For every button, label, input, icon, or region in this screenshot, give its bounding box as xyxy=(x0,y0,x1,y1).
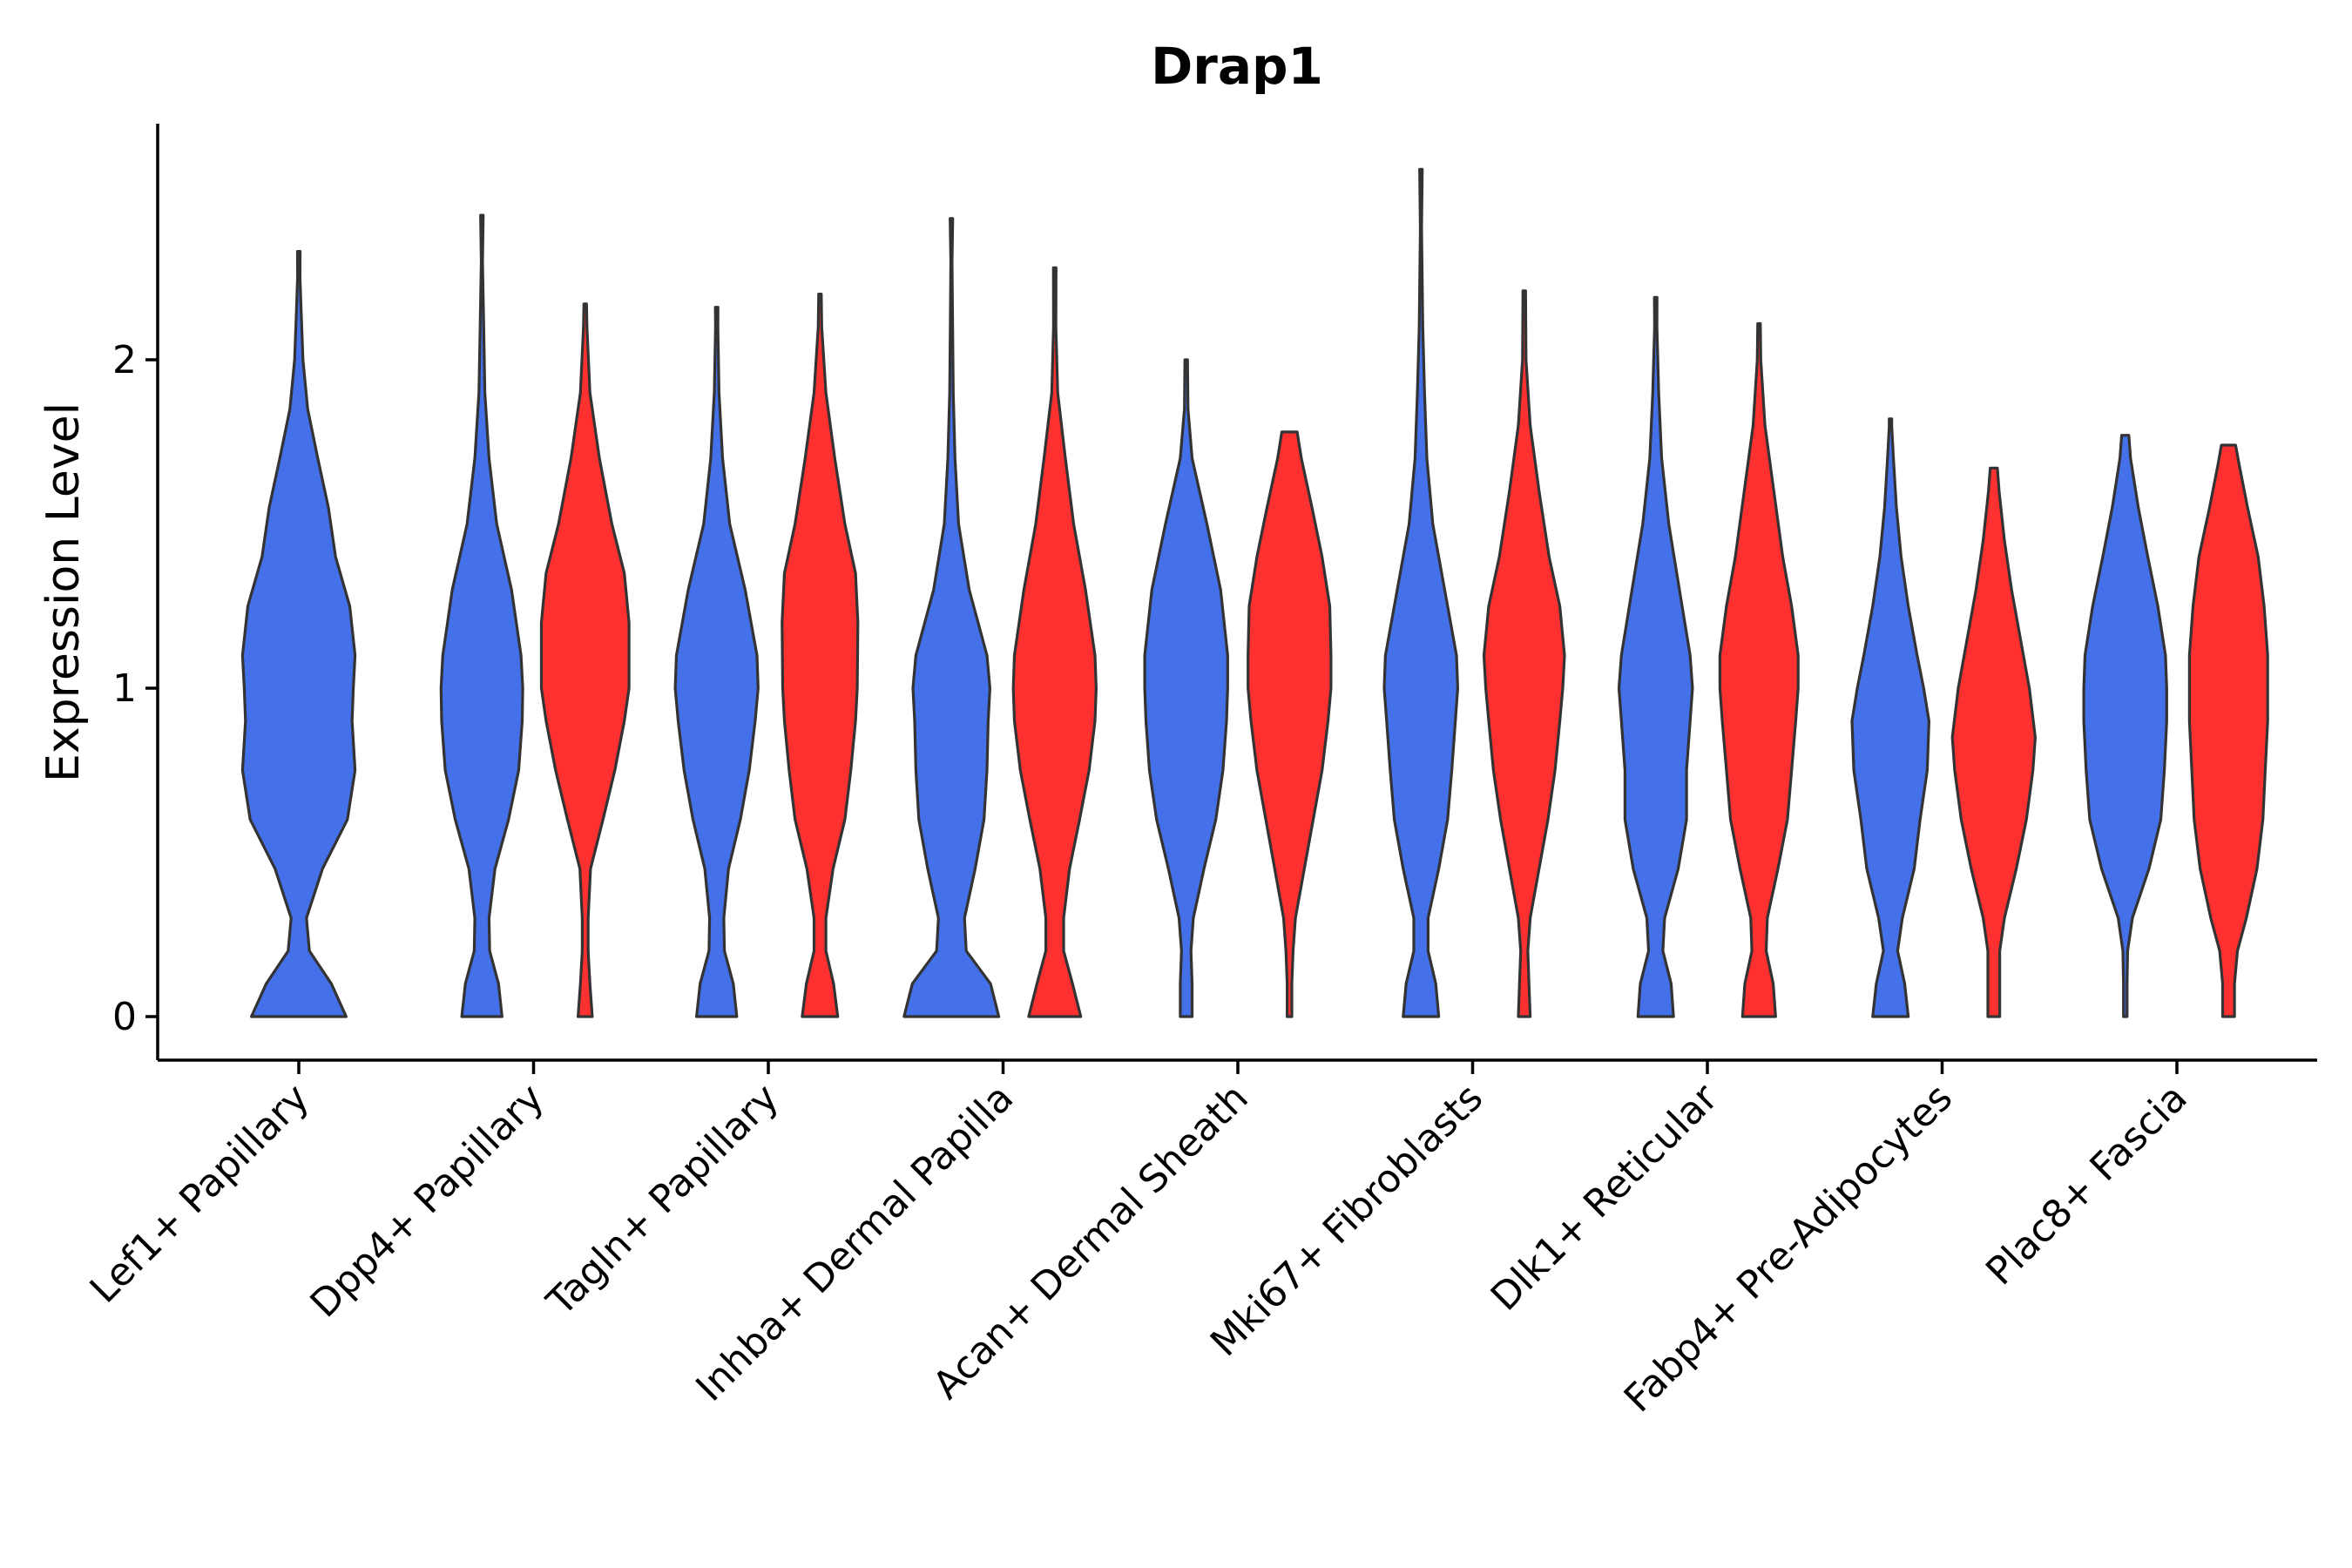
x-tick-label-2: Tagln+ Papillary xyxy=(538,1076,787,1325)
y-axis-ticks: 0 1 2 xyxy=(112,338,158,1039)
violin-blue-3 xyxy=(673,306,760,1018)
violin-blue-13 xyxy=(1850,417,1930,1018)
violin-red-2 xyxy=(539,302,631,1018)
violin-red-6 xyxy=(1011,266,1098,1018)
x-tick-label-1: Dpp4+ Papillary xyxy=(302,1076,553,1327)
x-tick-label-8: Plac8+ Fascia xyxy=(1977,1076,2196,1294)
violin-blue-11 xyxy=(1617,295,1694,1018)
violin-red-4 xyxy=(781,293,860,1018)
violin-blue-5 xyxy=(902,217,1001,1018)
y-axis-label: Expression Level xyxy=(37,402,90,782)
y-tick-label-1: 1 xyxy=(112,666,137,711)
violin-red-10 xyxy=(1482,289,1566,1018)
x-tick-label-5: Mki67+ Fibroblasts xyxy=(1202,1076,1491,1365)
violin-blue-0 xyxy=(240,250,357,1018)
chart-title: Drap1 xyxy=(1151,37,1323,96)
violin-blue-1 xyxy=(439,213,524,1018)
violin-blue-7 xyxy=(1143,358,1229,1018)
y-tick-label-2: 2 xyxy=(112,338,137,382)
x-tick-label-0: Lef1+ Papillary xyxy=(82,1076,318,1312)
violin-blue-15 xyxy=(2082,434,2168,1018)
y-tick-label-0: 0 xyxy=(112,995,137,1039)
violin-red-12 xyxy=(1718,321,1800,1018)
violin-layer xyxy=(240,167,2269,1018)
x-tick-label-6: Dlk1+ Reticular xyxy=(1483,1075,1727,1320)
violin-red-8 xyxy=(1247,430,1333,1018)
violin-red-14 xyxy=(1950,466,2037,1018)
violin-blue-9 xyxy=(1382,167,1459,1018)
violin-red-16 xyxy=(2187,443,2269,1018)
